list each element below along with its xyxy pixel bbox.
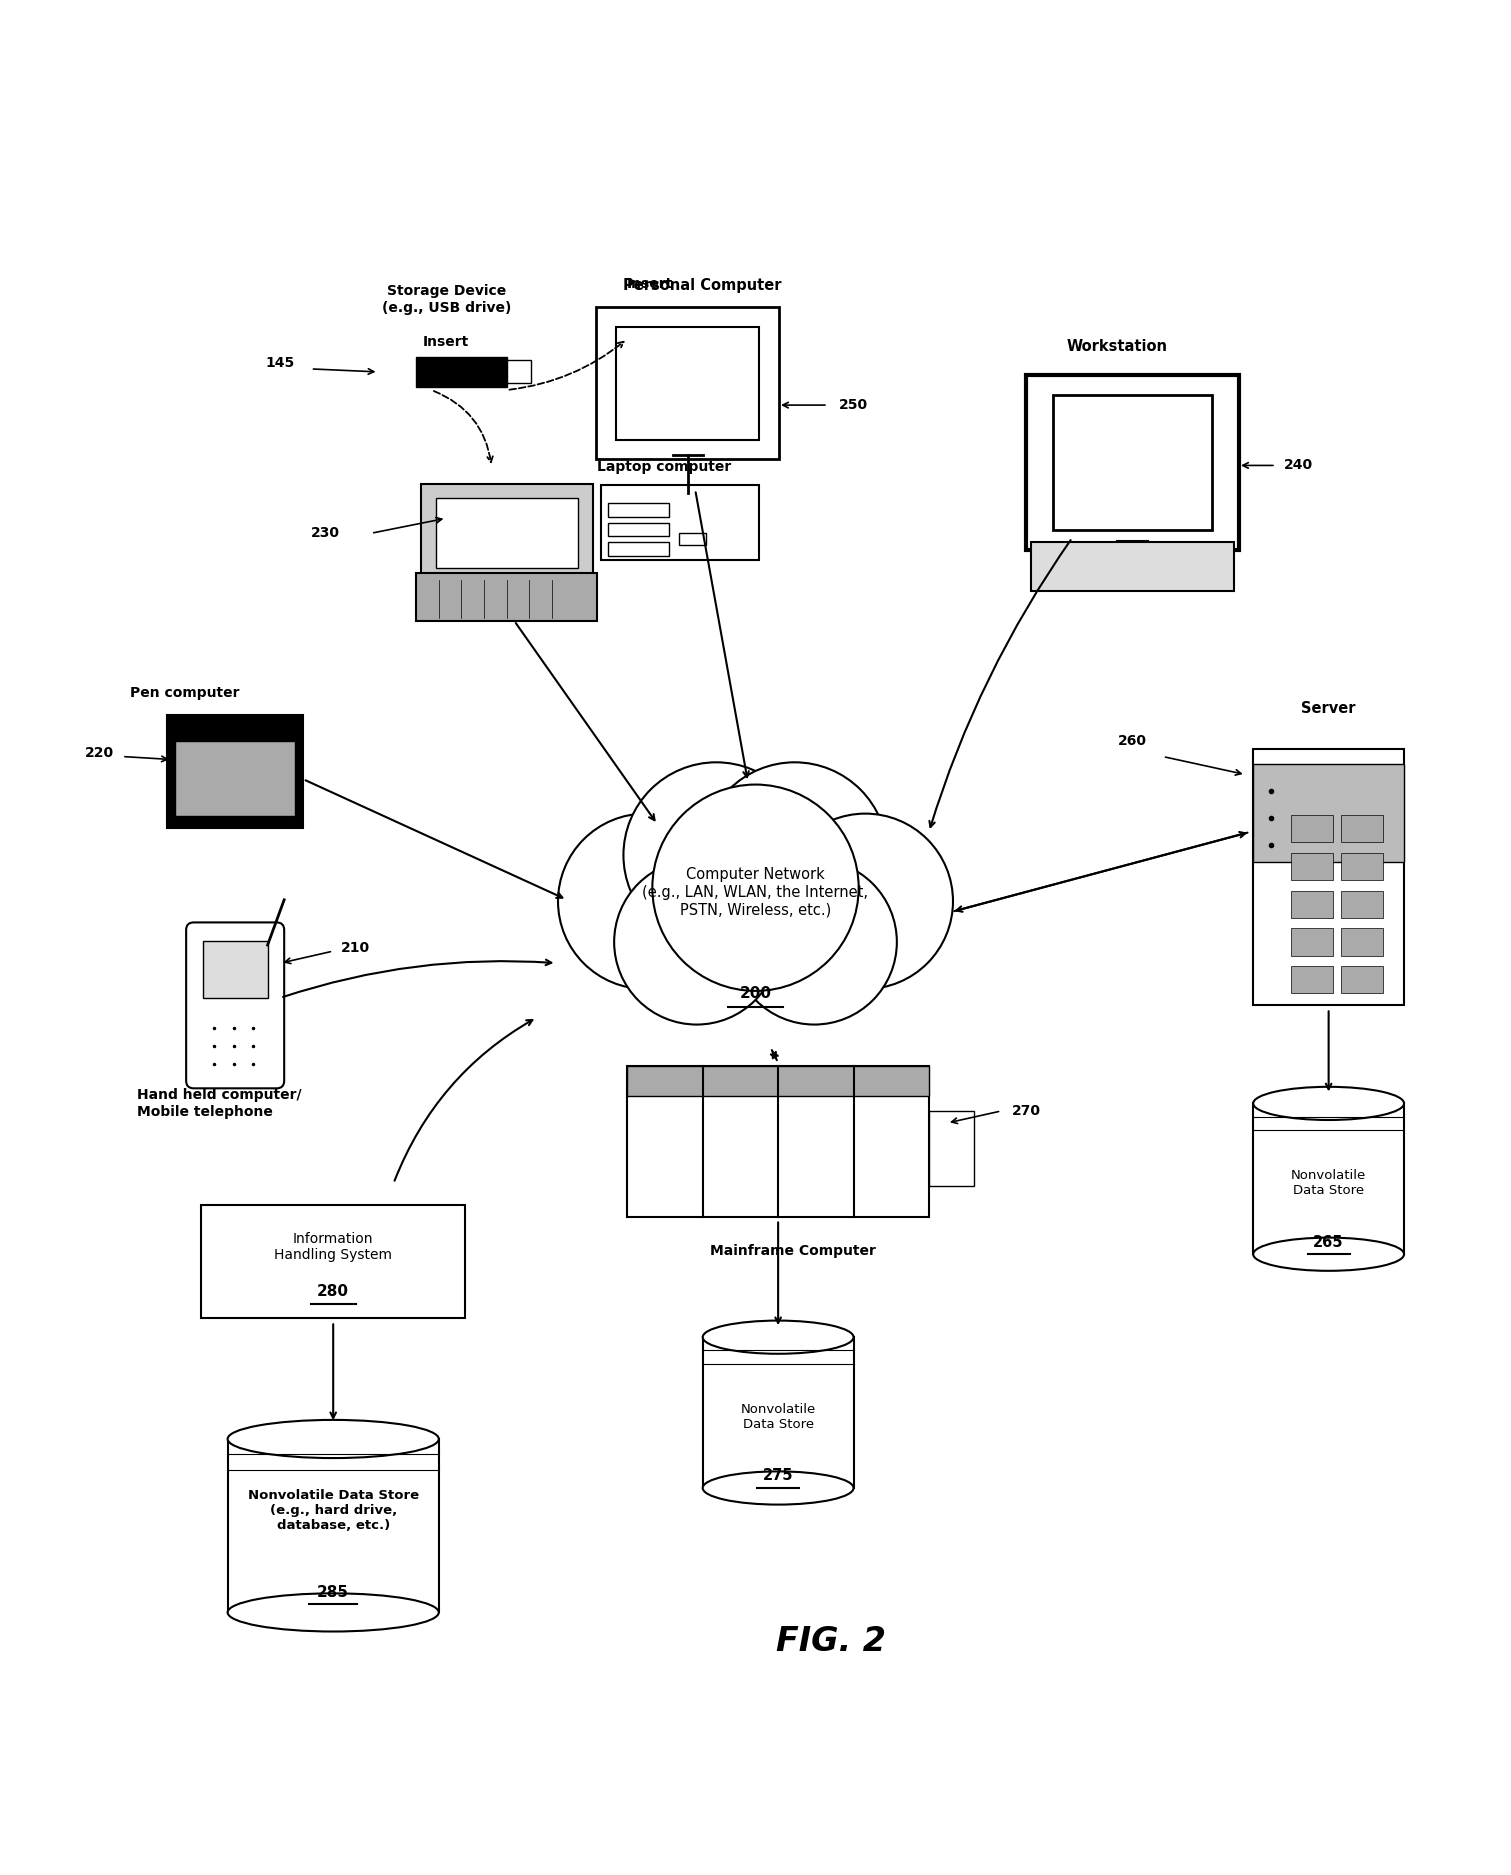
Text: Insert: Insert	[423, 336, 470, 349]
Circle shape	[613, 859, 780, 1024]
FancyBboxPatch shape	[601, 486, 759, 561]
Text: 220: 220	[85, 746, 113, 761]
Text: 240: 240	[1283, 458, 1313, 472]
FancyBboxPatch shape	[175, 741, 296, 816]
FancyBboxPatch shape	[703, 1337, 854, 1489]
FancyBboxPatch shape	[416, 572, 597, 621]
FancyBboxPatch shape	[609, 523, 669, 536]
FancyBboxPatch shape	[416, 356, 506, 386]
Circle shape	[558, 814, 733, 988]
FancyBboxPatch shape	[1253, 748, 1404, 1005]
Circle shape	[653, 784, 858, 990]
FancyBboxPatch shape	[627, 1065, 929, 1095]
Text: Storage Device
(e.g., USB drive): Storage Device (e.g., USB drive)	[382, 285, 511, 315]
Text: Computer Network
(e.g., LAN, WLAN, the Internet,
PSTN, Wireless, etc.): Computer Network (e.g., LAN, WLAN, the I…	[642, 868, 869, 917]
Circle shape	[778, 814, 953, 988]
FancyBboxPatch shape	[609, 503, 669, 518]
FancyBboxPatch shape	[1290, 928, 1333, 956]
Text: 260: 260	[1118, 735, 1147, 748]
FancyBboxPatch shape	[1290, 891, 1333, 919]
FancyBboxPatch shape	[1290, 966, 1333, 994]
FancyBboxPatch shape	[435, 499, 577, 568]
Text: Pen computer: Pen computer	[130, 686, 239, 699]
Text: Insert: Insert	[627, 278, 672, 291]
Text: 230: 230	[311, 527, 340, 540]
Ellipse shape	[703, 1472, 854, 1504]
Text: 275: 275	[763, 1468, 793, 1483]
FancyBboxPatch shape	[506, 360, 530, 382]
FancyBboxPatch shape	[627, 1065, 929, 1217]
Text: Mainframe Computer: Mainframe Computer	[710, 1243, 876, 1258]
Text: Workstation: Workstation	[1067, 339, 1168, 354]
FancyBboxPatch shape	[1290, 816, 1333, 842]
Ellipse shape	[1253, 1088, 1404, 1119]
Text: Personal Computer: Personal Computer	[624, 279, 783, 294]
FancyBboxPatch shape	[1340, 928, 1383, 956]
FancyBboxPatch shape	[1253, 1102, 1404, 1254]
Circle shape	[731, 859, 898, 1024]
FancyBboxPatch shape	[680, 532, 707, 546]
Text: Nonvolatile
Data Store: Nonvolatile Data Store	[1290, 1170, 1366, 1198]
Circle shape	[624, 763, 808, 949]
FancyBboxPatch shape	[1253, 763, 1404, 863]
FancyBboxPatch shape	[616, 326, 759, 441]
FancyBboxPatch shape	[168, 714, 304, 829]
Text: 250: 250	[839, 398, 867, 412]
FancyBboxPatch shape	[609, 542, 669, 555]
FancyBboxPatch shape	[202, 941, 267, 998]
FancyBboxPatch shape	[186, 922, 284, 1088]
Text: Nonvolatile
Data Store: Nonvolatile Data Store	[740, 1402, 816, 1431]
FancyBboxPatch shape	[1340, 891, 1383, 919]
Text: Nonvolatile Data Store
(e.g., hard drive,
database, etc.): Nonvolatile Data Store (e.g., hard drive…	[248, 1489, 419, 1532]
FancyBboxPatch shape	[1340, 853, 1383, 879]
FancyBboxPatch shape	[1053, 394, 1212, 531]
Text: Hand held computer/
Mobile telephone: Hand held computer/ Mobile telephone	[138, 1088, 302, 1119]
FancyBboxPatch shape	[228, 1438, 438, 1612]
Circle shape	[703, 763, 887, 949]
Ellipse shape	[1253, 1238, 1404, 1271]
Text: FIG. 2: FIG. 2	[777, 1626, 885, 1658]
FancyBboxPatch shape	[1026, 375, 1239, 549]
Ellipse shape	[703, 1320, 854, 1354]
Text: Information
Handling System: Information Handling System	[273, 1232, 393, 1262]
Text: 145: 145	[266, 356, 295, 369]
Text: 280: 280	[317, 1284, 349, 1299]
FancyBboxPatch shape	[929, 1112, 975, 1187]
Text: 270: 270	[1012, 1104, 1041, 1118]
Text: Server: Server	[1301, 701, 1355, 716]
Text: 285: 285	[317, 1584, 349, 1599]
FancyBboxPatch shape	[201, 1206, 465, 1318]
Text: 200: 200	[739, 986, 772, 1001]
FancyBboxPatch shape	[420, 484, 592, 579]
Text: 210: 210	[341, 941, 370, 954]
FancyBboxPatch shape	[1340, 816, 1383, 842]
FancyBboxPatch shape	[1340, 966, 1383, 994]
Ellipse shape	[228, 1419, 438, 1459]
FancyBboxPatch shape	[597, 308, 778, 459]
Ellipse shape	[228, 1594, 438, 1631]
Text: 265: 265	[1313, 1234, 1343, 1249]
FancyBboxPatch shape	[1290, 853, 1333, 879]
FancyBboxPatch shape	[1031, 542, 1234, 591]
Text: Laptop computer: Laptop computer	[597, 459, 731, 474]
